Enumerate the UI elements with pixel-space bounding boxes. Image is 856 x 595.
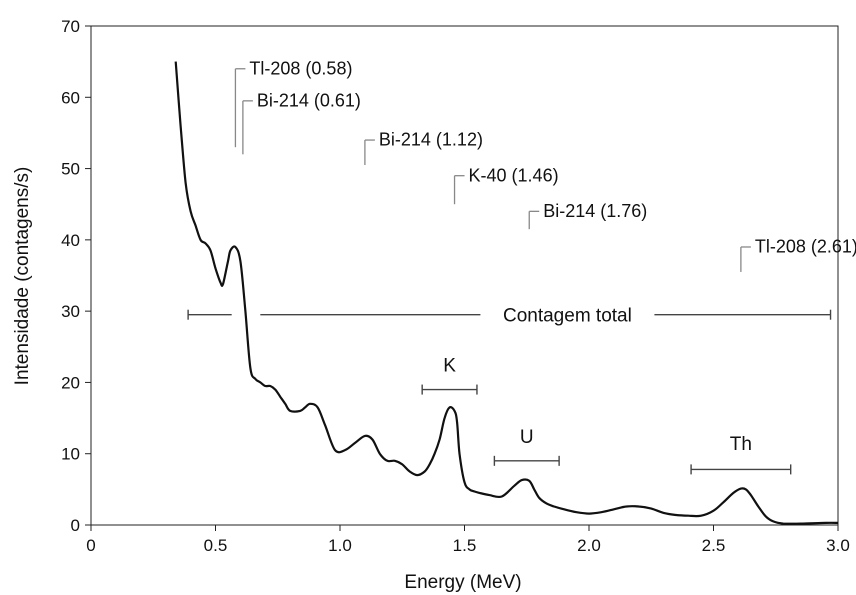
y-tick-label: 0 (71, 516, 80, 535)
y-tick-label: 10 (61, 445, 80, 464)
y-tick-label: 50 (61, 160, 80, 179)
window-label: U (520, 427, 534, 448)
peak-label: Tl-208 (0.58) (249, 58, 352, 78)
peak-label: Bi-214 (0.61) (257, 90, 361, 110)
peak-label: Bi-214 (1.76) (543, 201, 647, 221)
x-tick-label: 0 (86, 536, 95, 555)
x-axis-title: Energy (MeV) (404, 572, 521, 593)
peak-label: K-40 (1.46) (469, 165, 559, 185)
window-label: Th (730, 434, 752, 455)
x-tick-label: 3.0 (826, 536, 850, 555)
peak-label: Tl-208 (2.61) (755, 237, 856, 257)
plot-frame (90, 25, 839, 526)
x-tick-label: 2.0 (577, 536, 601, 555)
window-label: Contagem total (503, 306, 632, 327)
x-tick-label: 1.5 (453, 536, 477, 555)
y-tick-label: 70 (61, 17, 80, 36)
y-axis-title: Intensidade (contagens/s) (12, 167, 33, 386)
x-tick-label: 0.5 (204, 536, 228, 555)
window-label: K (443, 356, 456, 377)
y-tick-label: 60 (61, 88, 80, 107)
y-tick-label: 30 (61, 302, 80, 321)
x-tick-label: 2.5 (702, 536, 726, 555)
peak-label: Bi-214 (1.12) (379, 130, 483, 150)
y-tick-label: 20 (61, 373, 80, 392)
spectrum-line (174, 61, 839, 525)
y-tick-label: 40 (61, 231, 80, 250)
x-tick-label: 1.0 (328, 536, 352, 555)
